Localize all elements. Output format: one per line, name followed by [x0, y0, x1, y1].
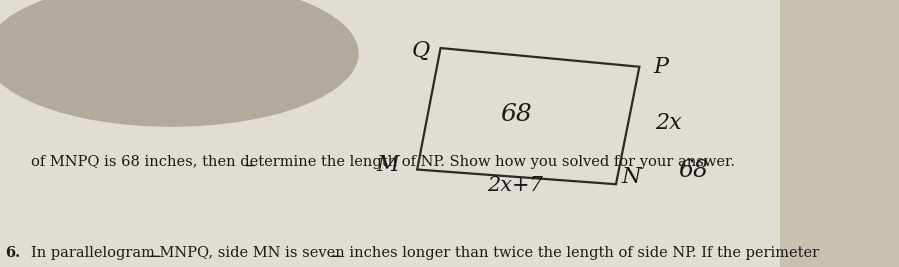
- Text: of MNPQ is 68 inches, then determine the length of NP. Show how you solved for y: of MNPQ is 68 inches, then determine the…: [31, 155, 735, 169]
- Ellipse shape: [0, 0, 359, 127]
- Text: P: P: [654, 56, 669, 78]
- Text: 2x+7: 2x+7: [486, 176, 542, 195]
- Text: 68: 68: [679, 159, 708, 182]
- Text: M: M: [377, 154, 399, 176]
- Text: Q: Q: [412, 40, 431, 62]
- Text: 6.: 6.: [5, 246, 21, 260]
- Text: N: N: [621, 166, 641, 188]
- Text: 68: 68: [501, 103, 532, 126]
- Text: In parallelogram MNPQ, side MN is seven inches longer than twice the length of s: In parallelogram MNPQ, side MN is seven …: [31, 246, 819, 260]
- Text: 2x: 2x: [655, 112, 681, 134]
